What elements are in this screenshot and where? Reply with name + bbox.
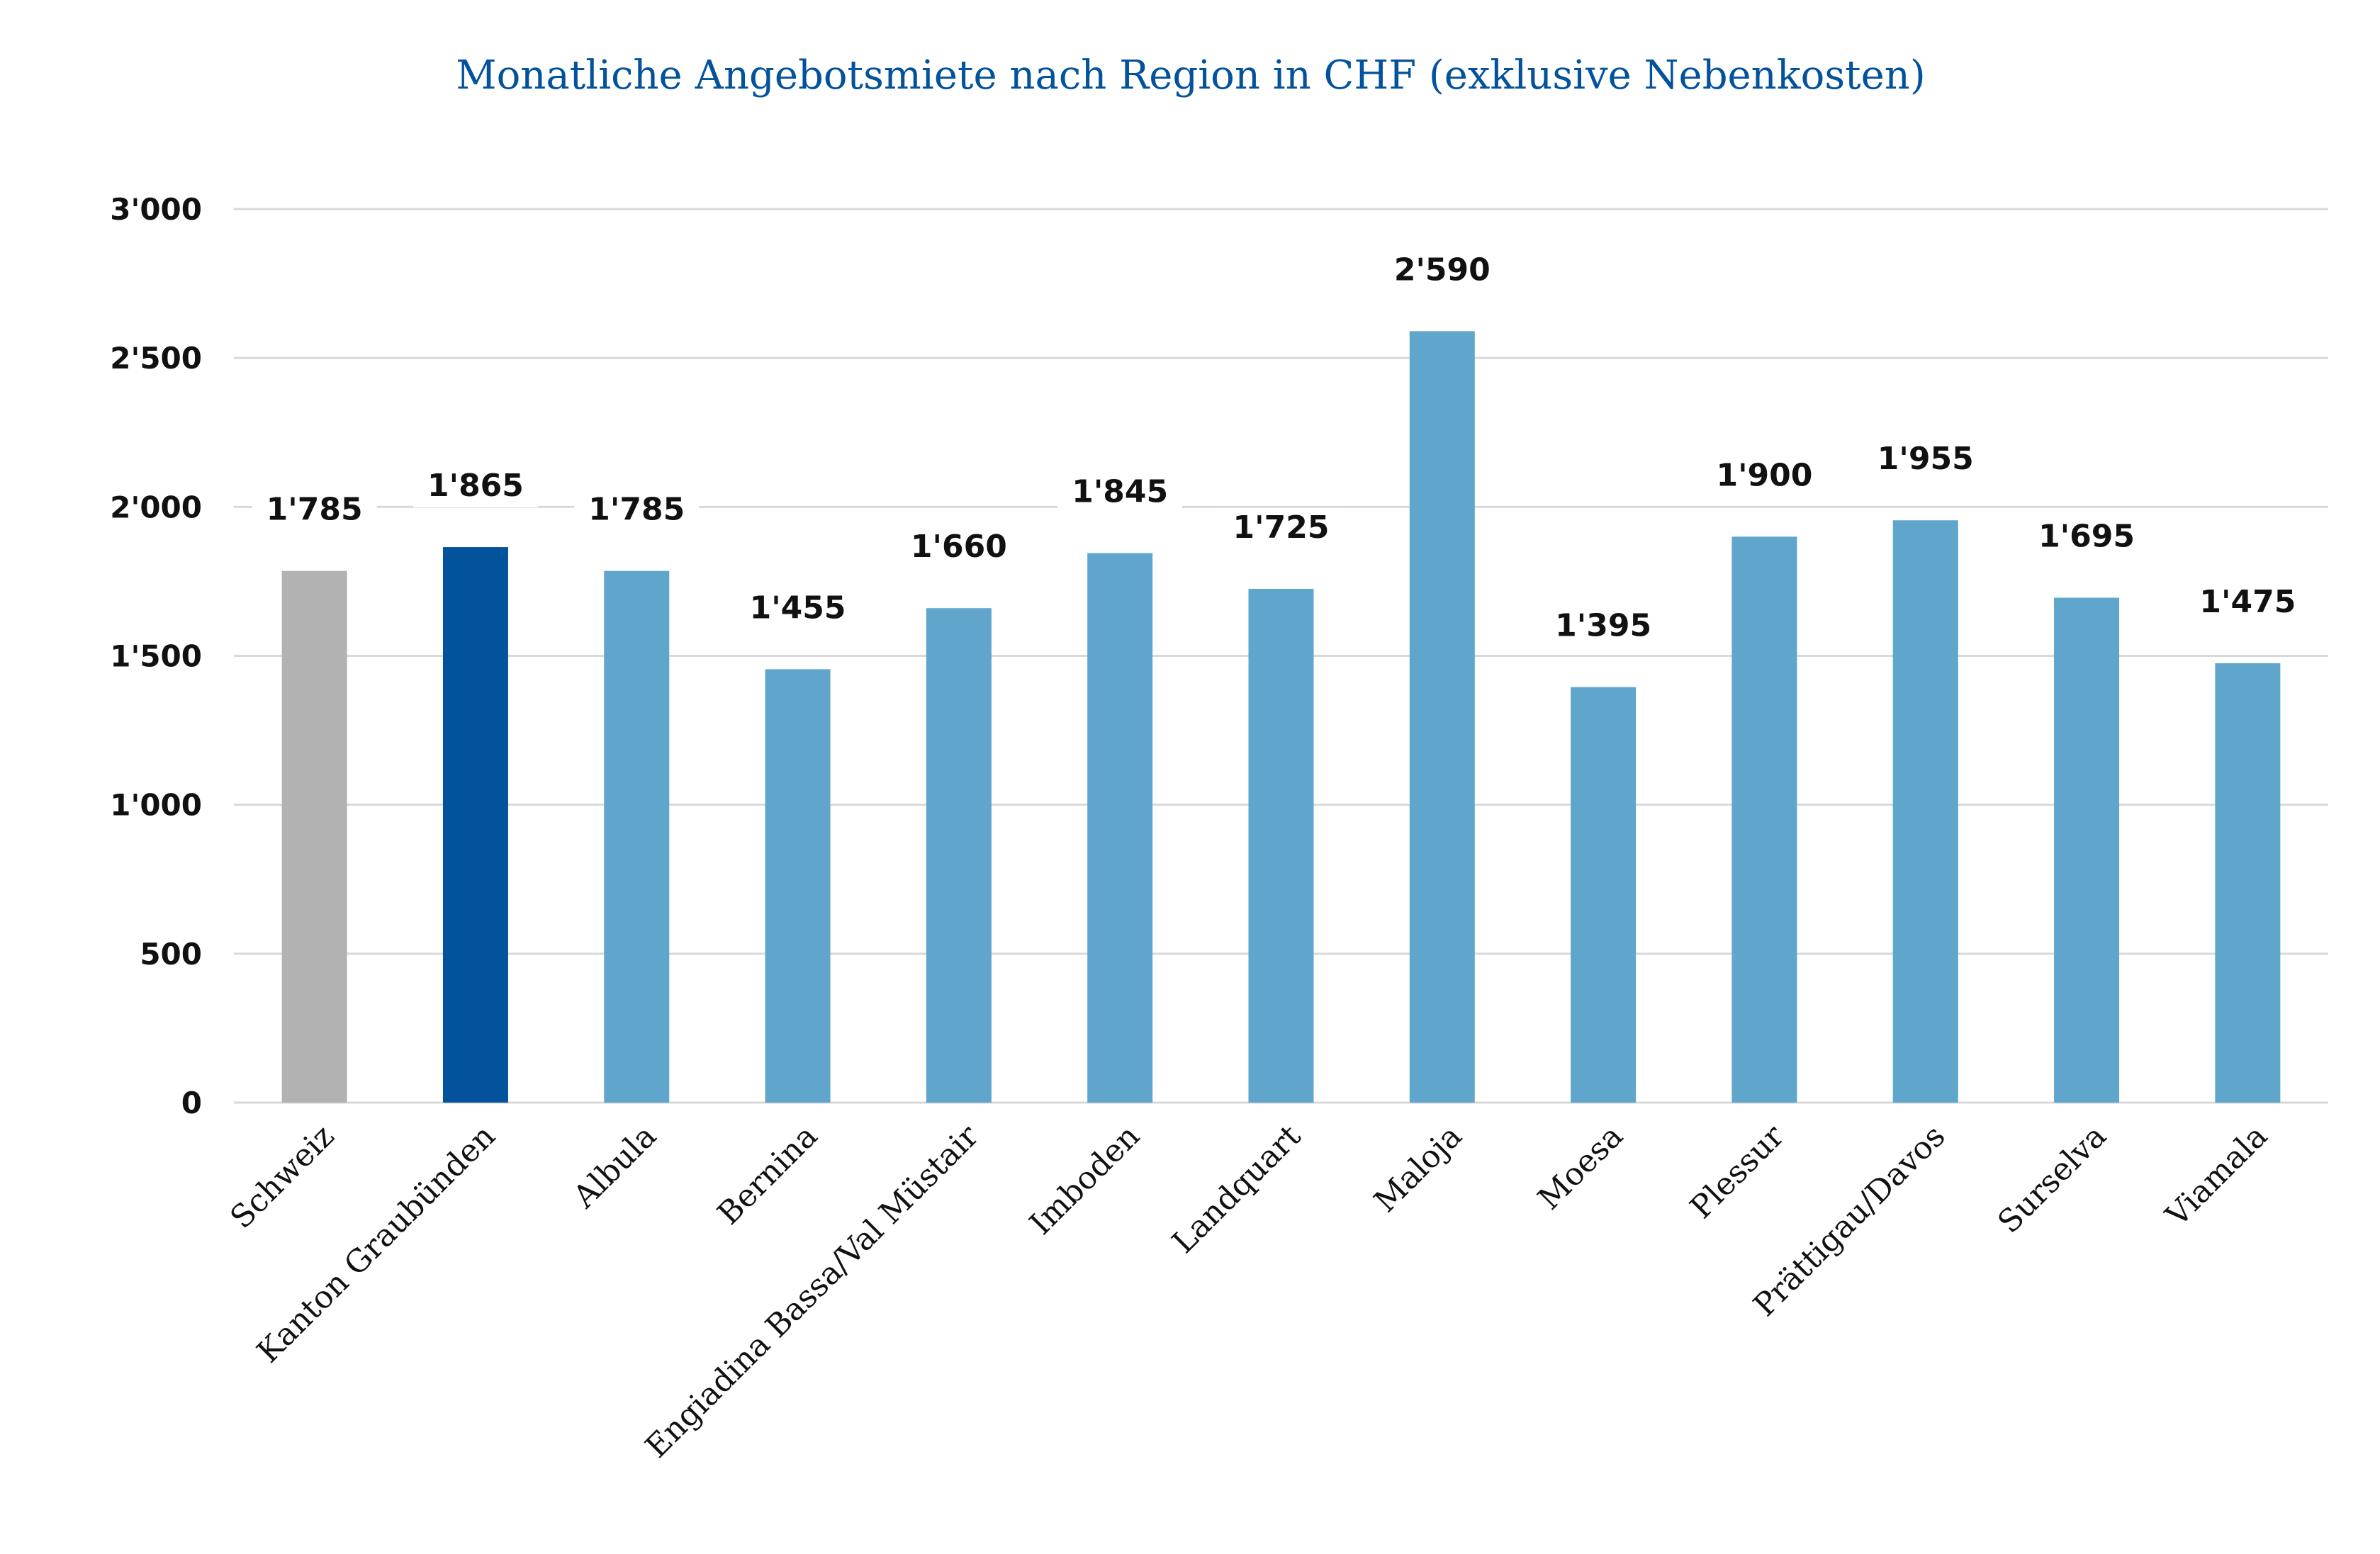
data-label-background <box>2185 582 2311 624</box>
x-tick-label: Imboden <box>1023 1118 1147 1242</box>
x-tick-label: Engiadina Bassa/Val Müstair <box>639 1117 986 1465</box>
data-label-background <box>252 490 377 531</box>
data-label-background <box>1218 507 1344 549</box>
data-label: 1'865 <box>427 468 524 504</box>
data-label: 1'845 <box>1072 473 1168 509</box>
bars <box>281 331 2281 1103</box>
data-label: 2'590 <box>1394 252 1491 288</box>
data-label-background <box>2024 517 2150 558</box>
bar <box>442 547 508 1103</box>
data-label-background <box>735 588 860 630</box>
data-label: 1'725 <box>1233 509 1330 546</box>
y-tick-label: 0 <box>181 1086 202 1120</box>
y-tick-label: 3'000 <box>110 192 202 227</box>
x-tick-label: Moesa <box>1531 1118 1630 1217</box>
bar <box>2215 663 2281 1103</box>
bar <box>281 570 347 1103</box>
x-tick-label: Plessur <box>1683 1117 1792 1226</box>
data-label: 1'455 <box>750 590 846 626</box>
bar <box>604 570 670 1103</box>
bar <box>1248 588 1314 1103</box>
bar <box>2054 597 2120 1103</box>
data-label: 1'900 <box>1716 457 1812 493</box>
data-labels: 1'785 1'865 1'785 1'455 1'660 1'845 1'725 2'590… <box>252 250 2311 648</box>
data-label: 1'955 <box>1877 441 1974 477</box>
data-label-background <box>896 527 1021 569</box>
data-label: 1'785 <box>588 492 685 528</box>
bar <box>1409 331 1475 1103</box>
data-label: 1'660 <box>911 529 1007 565</box>
x-tick-label: Viamala <box>2158 1118 2274 1234</box>
x-tick-label: Bernina <box>711 1118 825 1232</box>
y-tick-label: 2'500 <box>110 341 202 376</box>
x-tick-label: Albula <box>566 1118 663 1216</box>
chart-title: Monatliche Angebotsmiete nach Region in … <box>456 52 1925 98</box>
x-tick-label: Schweiz <box>223 1118 341 1236</box>
x-tick-label: Surselva <box>1991 1118 2114 1241</box>
bar <box>1571 687 1637 1103</box>
data-label-background <box>1379 250 1505 292</box>
data-label: 1'695 <box>2038 519 2135 555</box>
data-label: 1'395 <box>1555 608 1651 644</box>
data-label-background <box>1863 439 1988 481</box>
bar <box>1087 553 1153 1103</box>
y-tick-label: 2'000 <box>110 490 202 524</box>
bar <box>1731 536 1797 1103</box>
x-tick-label: Landquart <box>1165 1117 1308 1260</box>
data-label-background <box>412 466 538 508</box>
data-label: 1'785 <box>266 492 363 528</box>
y-tick-label: 1'000 <box>110 788 202 823</box>
data-label-background <box>1541 606 1666 648</box>
x-tick-label: Maloja <box>1367 1118 1469 1220</box>
y-tick-label: 500 <box>140 937 202 972</box>
data-label-background <box>1702 456 1827 497</box>
data-label: 1'475 <box>2199 584 2296 620</box>
y-tick-label: 1'500 <box>110 639 202 674</box>
bar <box>1892 520 1958 1103</box>
data-label-background <box>574 490 700 531</box>
y-axis: 0 500 1'000 1'500 2'000 2'500 3'000 <box>110 192 202 1120</box>
bar <box>926 608 992 1103</box>
bar <box>765 669 831 1103</box>
data-label-background <box>1057 472 1183 514</box>
